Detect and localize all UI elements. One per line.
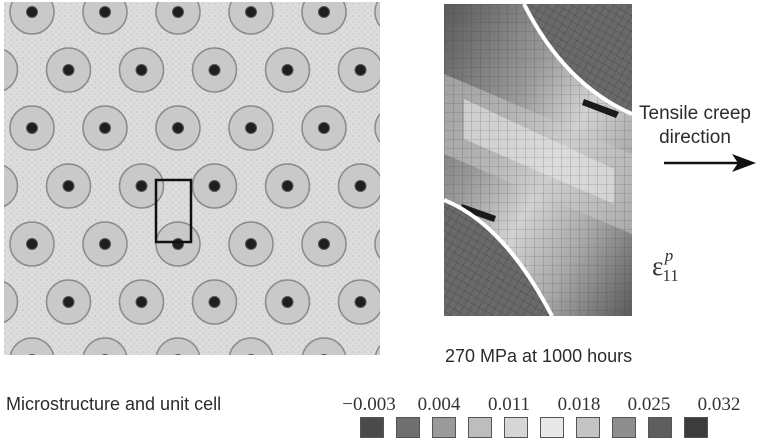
fiber-core xyxy=(318,238,330,250)
colorbar-tick: 0.025 xyxy=(627,394,671,415)
fiber-halo xyxy=(301,337,347,355)
fem-mesh-image xyxy=(444,4,632,316)
fiber-core xyxy=(172,238,184,250)
creep-label-line-2: direction xyxy=(659,127,731,148)
fiber-core xyxy=(99,6,111,18)
fiber-halo xyxy=(374,112,380,144)
fiber-core xyxy=(26,238,38,250)
fiber-core xyxy=(281,180,294,192)
fiber-core xyxy=(62,296,75,308)
colorbar-tick: 0.004 xyxy=(417,394,461,415)
creep-direction-label: Tensile creep direction xyxy=(630,102,760,150)
microstructure-image xyxy=(4,2,380,355)
colorbar-swatch xyxy=(684,417,708,438)
colorbar-swatch xyxy=(468,417,492,438)
fiber-halo xyxy=(374,344,380,355)
colorbar-swatch xyxy=(360,417,384,438)
fiber-core xyxy=(320,354,328,355)
fiber-halo xyxy=(374,2,380,28)
fiber-core xyxy=(99,122,111,134)
fiber-halo xyxy=(4,164,19,208)
fiber-core xyxy=(318,6,330,18)
fiber-core xyxy=(354,296,367,308)
fiber-core xyxy=(281,64,294,76)
fiber-core xyxy=(354,180,367,192)
colorbar-swatch xyxy=(504,417,528,438)
colorbar-tick: 0.032 xyxy=(697,394,741,415)
fiber-core xyxy=(318,122,330,134)
arrow-right-icon xyxy=(664,154,756,172)
unit-cell-box xyxy=(154,178,193,244)
fiber-halo xyxy=(82,337,128,355)
strain-base: ε xyxy=(652,251,664,281)
strain-superscript: p xyxy=(664,246,674,265)
fiber-core xyxy=(281,296,294,308)
fiber-core xyxy=(62,180,75,192)
fiber-core xyxy=(354,64,367,76)
fiber-core xyxy=(26,6,38,18)
colorbar-tick: 0.018 xyxy=(557,394,601,415)
colorbar-ticks: −0.003 0.004 0.011 0.018 0.025 0.032 xyxy=(334,394,740,415)
fiber-halo xyxy=(4,48,19,92)
colorbar-legend xyxy=(360,417,720,439)
fiber-core xyxy=(26,122,38,134)
microstructure-caption: Microstructure and unit cell xyxy=(6,394,222,414)
colorbar-swatch xyxy=(612,417,636,438)
fiber-core xyxy=(62,64,75,76)
fiber-core xyxy=(208,180,221,192)
colorbar-tick: −0.003 xyxy=(342,394,396,415)
fiber-core xyxy=(245,238,257,250)
fiber-halo xyxy=(4,280,19,324)
fiber-core xyxy=(99,238,111,250)
fiber-core xyxy=(174,354,182,355)
fiber-core xyxy=(101,354,109,355)
colorbar-swatch xyxy=(432,417,456,438)
fiber-core xyxy=(135,64,148,76)
colorbar-swatch xyxy=(648,417,672,438)
fiber-core xyxy=(172,6,184,18)
fiber-halo xyxy=(9,337,55,355)
fiber-halo xyxy=(374,228,380,260)
fiber-halo xyxy=(155,337,201,355)
fiber-core xyxy=(245,6,257,18)
fiber-core xyxy=(245,122,257,134)
colorbar-swatch xyxy=(396,417,420,438)
load-condition-label: 270 MPa at 1000 hours xyxy=(445,346,633,366)
fiber-core xyxy=(172,122,184,134)
fiber-core xyxy=(247,354,255,355)
fiber-core xyxy=(208,296,221,308)
colorbar-swatch xyxy=(540,417,564,438)
fiber-core xyxy=(28,354,36,355)
colorbar-swatch xyxy=(576,417,600,438)
colorbar-tick: 0.011 xyxy=(487,394,531,415)
fiber-halo xyxy=(228,337,274,355)
fiber-core xyxy=(135,296,148,308)
strain-symbol: ε11p xyxy=(652,246,679,286)
creep-label-line-1: Tensile creep xyxy=(639,103,751,124)
strain-subscript: 11 xyxy=(662,266,679,285)
fiber-core xyxy=(135,180,148,192)
fiber-core xyxy=(208,64,221,76)
